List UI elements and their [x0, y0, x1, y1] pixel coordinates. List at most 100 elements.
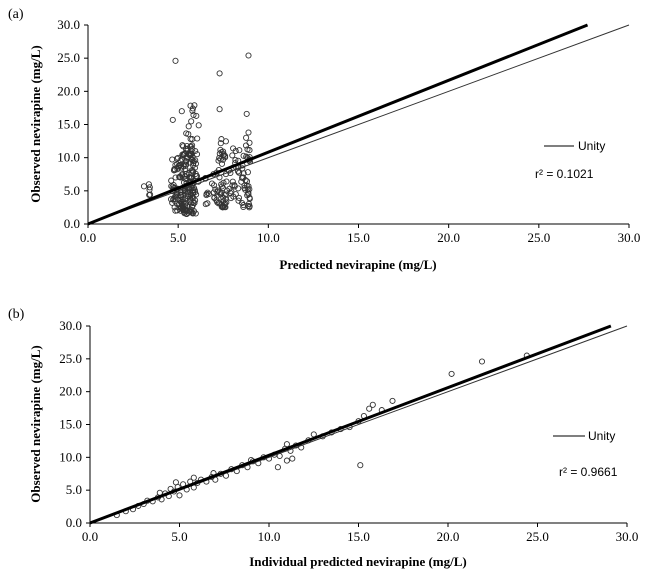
panel-a-y-axis-label: Observed nevirapine (mg/L) — [28, 45, 43, 202]
data-point — [246, 204, 253, 211]
data-point — [238, 178, 245, 185]
data-point — [298, 444, 305, 451]
x-tick-label: 5.0 — [170, 230, 186, 245]
panel-b-x-ticks: 0.0 5.0 10.0 15.0 20.0 25.0 30.0 — [82, 523, 639, 544]
data-point — [179, 156, 186, 163]
data-point — [189, 136, 196, 143]
data-point — [246, 139, 253, 146]
x-tick-label: 30.0 — [616, 529, 639, 544]
data-point — [216, 189, 223, 196]
x-tick-label: 25.0 — [527, 230, 550, 245]
x-tick-label: 10.0 — [258, 529, 281, 544]
data-point — [188, 208, 195, 216]
data-point — [246, 147, 253, 154]
data-point — [283, 457, 290, 464]
data-point — [203, 192, 210, 199]
data-point — [172, 174, 179, 181]
data-point — [245, 52, 252, 59]
x-tick-label: 15.0 — [347, 529, 370, 544]
y-tick-label: 15.0 — [59, 417, 82, 432]
data-point — [180, 208, 188, 215]
data-point — [169, 116, 176, 123]
data-point — [180, 199, 187, 206]
data-point — [186, 152, 193, 159]
y-tick-label: 20.0 — [59, 384, 82, 399]
data-point — [246, 195, 253, 202]
data-point — [236, 147, 243, 154]
data-point — [448, 370, 455, 377]
y-tick-label: 30.0 — [59, 318, 82, 333]
y-tick-label: 10.0 — [59, 449, 82, 464]
data-point — [191, 102, 198, 109]
data-point — [235, 194, 243, 201]
data-point — [240, 152, 247, 159]
data-point — [274, 464, 281, 471]
data-point — [245, 129, 252, 136]
data-point — [235, 185, 242, 192]
data-point — [194, 135, 201, 142]
data-point — [185, 209, 192, 216]
data-point — [221, 192, 228, 199]
data-point — [178, 108, 185, 115]
data-point — [223, 178, 230, 185]
data-point — [168, 177, 175, 184]
data-point — [240, 203, 247, 211]
data-point — [217, 156, 224, 163]
data-point — [226, 185, 233, 192]
data-point — [216, 174, 223, 181]
data-point — [222, 196, 229, 203]
x-tick-label: 5.0 — [171, 529, 187, 544]
panel-b-r2: r² = 0.9661 — [559, 465, 618, 479]
x-tick-label: 0.0 — [82, 529, 98, 544]
panel-a-y-ticks: 0.0 5.0 10.0 15.0 20.0 25.0 30.0 — [57, 17, 88, 231]
y-tick-label: 25.0 — [57, 50, 80, 65]
data-point — [189, 142, 196, 149]
data-point — [243, 134, 250, 141]
data-point — [180, 143, 187, 150]
y-tick-label: 5.0 — [64, 183, 80, 198]
data-point — [172, 207, 179, 214]
data-point — [211, 182, 218, 189]
data-point — [245, 183, 252, 190]
data-point — [220, 151, 227, 158]
data-point — [183, 170, 190, 177]
data-point — [190, 474, 197, 481]
data-point — [216, 70, 223, 77]
x-tick-label: 20.0 — [437, 230, 460, 245]
data-point — [244, 169, 251, 176]
data-point — [176, 492, 183, 499]
data-point — [190, 208, 198, 215]
panel-a-r2: r² = 0.1021 — [535, 167, 594, 181]
data-point — [217, 146, 224, 153]
y-tick-label: 0.0 — [64, 216, 80, 231]
data-point — [168, 196, 175, 203]
panel-b-regression-line — [89, 324, 612, 525]
x-tick-label: 10.0 — [257, 230, 280, 245]
data-point — [218, 136, 225, 143]
data-point — [179, 142, 186, 149]
x-tick-label: 25.0 — [526, 529, 549, 544]
data-point — [193, 173, 201, 180]
data-point — [193, 151, 201, 158]
data-point — [242, 142, 250, 149]
x-tick-label: 0.0 — [80, 230, 96, 245]
data-point — [172, 479, 179, 486]
data-point — [186, 159, 193, 166]
data-point — [232, 147, 239, 155]
panel-a-regression-line — [87, 23, 589, 226]
panel-b: (b) 0.0 5.0 10.0 15.0 20.0 25.0 30.0 0.0 5.0 10.… — [8, 307, 638, 569]
data-point — [366, 405, 373, 412]
panel-b-y-ticks: 0.0 5.0 10.0 15.0 20.0 25.0 30.0 — [59, 318, 90, 530]
data-point — [184, 145, 191, 152]
y-tick-label: 20.0 — [57, 83, 80, 98]
panel-a-unity-line — [87, 24, 630, 225]
data-point — [211, 194, 218, 201]
data-point — [171, 195, 178, 202]
panel-a-x-axis-label: Predicted nevirapine (mg/L) — [279, 257, 436, 272]
data-point — [216, 199, 223, 206]
panel-a: (a) 0.0 5.0 10.0 15.0 20.0 25.0 30.0 0.0 5.0 10.… — [8, 7, 640, 272]
data-point — [179, 171, 186, 178]
y-tick-label: 30.0 — [57, 17, 80, 32]
data-point — [221, 200, 229, 207]
data-point — [236, 169, 243, 176]
